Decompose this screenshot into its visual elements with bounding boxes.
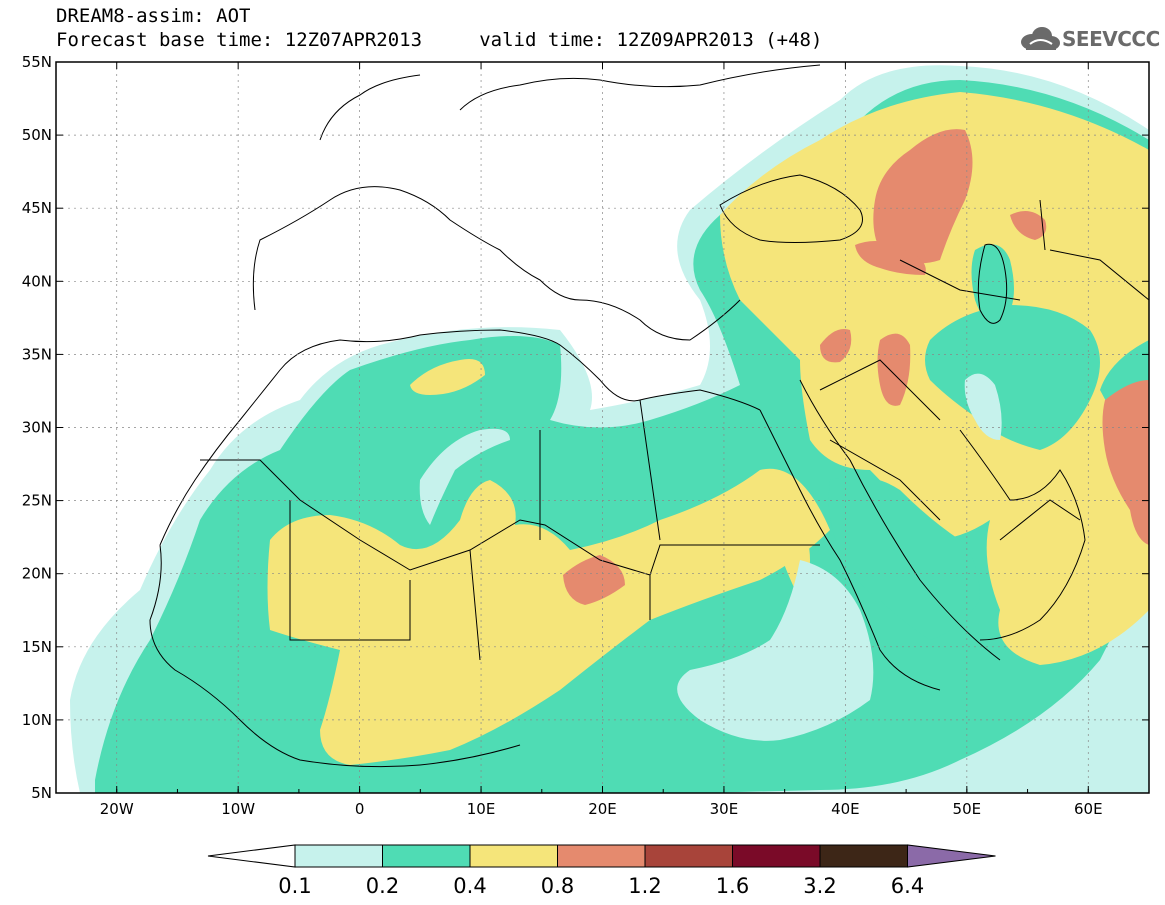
colorbar-label: 0.1 (278, 874, 311, 898)
aot-contour-0.8-caucasus (855, 241, 926, 275)
coastline-caspian (977, 243, 1008, 324)
colorbar-label: 0.4 (453, 874, 486, 898)
latitude-labels: 55N 50N 45N 40N 35N 30N 25N 20N 15N 10N 5N (22, 53, 52, 802)
colorbar-label: 1.2 (628, 874, 661, 898)
lat-label: 5N (31, 784, 52, 802)
forecast-time-line: Forecast base time: 12Z07APR2013 valid t… (56, 29, 823, 51)
lon-label: 60E (1074, 800, 1103, 818)
colorbar (207, 844, 996, 868)
coastline-west-africa (149, 329, 761, 768)
aot-contour-0.1-algeria (419, 428, 510, 525)
aot-contour-0.8-pakistan (1102, 380, 1149, 545)
lon-label: 40E (831, 800, 860, 818)
colorbar-under-triangle (207, 844, 296, 868)
lat-label: 15N (22, 638, 52, 656)
colorbar-over-triangle (907, 844, 996, 868)
cloud-icon (1021, 27, 1060, 50)
colorbar-swatch (732, 844, 821, 868)
lat-label: 30N (22, 419, 52, 437)
seevccc-logo (1018, 24, 1158, 56)
colorbar-swatch (819, 844, 908, 868)
lat-label: 20N (22, 565, 52, 583)
colorbar-swatch (294, 844, 383, 868)
aot-contour-0.8-kazakh (1010, 211, 1047, 240)
colorbar-swatch (644, 844, 733, 868)
borders-middle-east (819, 199, 1149, 541)
lat-label: 40N (22, 272, 52, 290)
colorbar-label: 0.8 (541, 874, 574, 898)
colorbar-swatch (557, 844, 646, 868)
colorbar-label: 1.6 (716, 874, 749, 898)
aot-contour-0.2-arabia (828, 476, 980, 640)
aot-field (70, 65, 1149, 793)
map-title: DREAM8-assim: AOT (56, 5, 251, 27)
aot-contour-0.1-horn (677, 560, 874, 741)
coastline-arabia (959, 429, 1086, 641)
coastline-black-sea (719, 174, 863, 243)
logo-text: SEEVCCC (1062, 27, 1160, 51)
colorbar-label: 0.2 (366, 874, 399, 898)
lat-label: 10N (22, 711, 52, 729)
aot-contour-0.8-chad (563, 555, 625, 605)
lon-label: 30E (710, 800, 739, 818)
coastlines (149, 64, 1149, 768)
aot-contour-0.8-iraq (877, 333, 911, 406)
lon-label: 10W (221, 800, 255, 818)
lat-label: 35N (22, 345, 52, 363)
lat-label: 55N (22, 53, 52, 71)
aot-contour-0.4-sahel (267, 468, 830, 765)
axis-ticks (55, 61, 1150, 794)
lon-label: 20W (100, 800, 134, 818)
longitude-labels: 20W 10W 0 10E 20E 30E 40E 50E 60E (100, 800, 1103, 818)
lat-label: 50N (22, 126, 52, 144)
lon-label: 0 (355, 800, 365, 818)
colorbar-label: 6.4 (891, 874, 924, 898)
lon-label: 50E (953, 800, 982, 818)
aot-contour-0.2-caspian (925, 305, 1100, 450)
aot-contour-0.8-syria (820, 329, 852, 363)
coastline-red-sea (759, 379, 1001, 691)
lon-label: 20E (588, 800, 617, 818)
aot-contour-0.4-atlas (410, 359, 485, 395)
lat-label: 25N (22, 492, 52, 510)
colorbar-labels: 0.1 0.2 0.4 0.8 1.2 1.6 3.2 6.4 (278, 874, 924, 898)
coastline-europe (252, 64, 821, 341)
aot-contour-0.1-iran (964, 373, 1002, 440)
lon-label: 10E (467, 800, 496, 818)
lat-label: 45N (22, 199, 52, 217)
aot-contour-0.8-ukraine (873, 129, 973, 264)
colorbar-swatch (382, 844, 471, 868)
gridlines (56, 62, 1149, 793)
colorbar-label: 3.2 (803, 874, 836, 898)
colorbar-swatch (469, 844, 558, 868)
borders-africa (200, 399, 820, 661)
